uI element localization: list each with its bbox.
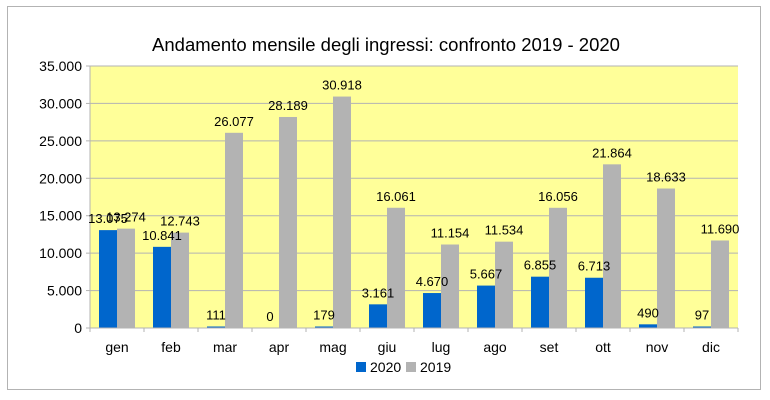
data-label-2020-mag: 179 xyxy=(313,308,335,323)
bar-2019-mag xyxy=(333,96,351,328)
bar-2020-feb xyxy=(153,246,171,328)
data-label-2020-mar: 111 xyxy=(206,308,226,323)
x-tick-label: set xyxy=(540,339,559,355)
data-label-2019-lug: 11.154 xyxy=(431,226,470,241)
data-label-2019-mag: 30.918 xyxy=(322,78,362,93)
bar-2019-set xyxy=(549,207,567,328)
x-tick-label: feb xyxy=(161,339,181,355)
y-tick-label: 35.000 xyxy=(39,58,82,74)
legend: 2020 2019 xyxy=(356,359,451,375)
data-label-2020-giu: 3.161 xyxy=(362,285,395,300)
data-label-2019-dic: 11.690 xyxy=(701,221,740,236)
bar-2019-mar xyxy=(225,132,243,328)
data-label-2019-gen: 13.274 xyxy=(106,210,146,225)
legend-label-2019: 2019 xyxy=(420,359,451,375)
bar-2020-mag xyxy=(315,326,333,328)
data-label-2020-set: 6.855 xyxy=(524,258,557,273)
plot-area xyxy=(90,66,738,328)
bar-2020-ago xyxy=(477,285,495,328)
y-tick-label: 20.000 xyxy=(39,170,82,186)
bar-2020-set xyxy=(531,276,549,328)
bar-2019-lug xyxy=(441,244,459,328)
data-label-2020-gen: 13.075 xyxy=(88,211,128,226)
y-tick-label: 5.000 xyxy=(47,283,82,299)
y-tick-label: 10.000 xyxy=(39,245,82,261)
y-tick-label: 25.000 xyxy=(39,133,82,149)
chart-title: Andamento mensile degli ingressi: confro… xyxy=(152,34,620,55)
bar-2019-ago xyxy=(495,241,513,328)
bar-2020-lug xyxy=(423,293,441,328)
bars xyxy=(99,96,729,328)
x-tick-label: giu xyxy=(378,339,397,355)
bar-2020-mar xyxy=(207,326,225,328)
legend-swatch-2019 xyxy=(406,362,416,372)
x-tick-label: apr xyxy=(269,339,290,355)
legend-label-2020: 2020 xyxy=(370,359,401,375)
data-label-2020-ott: 6.713 xyxy=(578,259,611,274)
x-tick-label: ott xyxy=(595,339,611,355)
bar-2019-apr xyxy=(279,116,297,328)
x-tick-label: lug xyxy=(432,339,451,355)
x-tick-label: mar xyxy=(213,339,237,355)
data-label-2019-apr: 28.189 xyxy=(268,98,308,113)
x-axis-tick-labels: gen feb mar apr mag giu lug ago set ott nov dic xyxy=(105,339,720,355)
gridlines xyxy=(86,65,739,332)
data-label-2020-feb: 10.841 xyxy=(142,228,182,243)
y-tick-label: 0 xyxy=(74,320,82,336)
axes xyxy=(89,66,738,329)
data-label-2019-nov: 18.633 xyxy=(646,170,686,185)
x-tick-label: mag xyxy=(319,339,346,355)
bar-2019-nov xyxy=(657,188,675,328)
y-tick-label: 30.000 xyxy=(39,95,82,111)
bar-2019-gen xyxy=(117,228,135,328)
data-label-2019-ago: 11.534 xyxy=(485,223,524,238)
bar-2019-giu xyxy=(387,207,405,328)
bar-2020-gen xyxy=(99,230,117,328)
data-label-2019-giu: 16.061 xyxy=(376,189,416,204)
x-tick-label: nov xyxy=(646,339,669,355)
data-label-2019-mar: 26.077 xyxy=(214,114,254,129)
data-label-2020-apr: 0 xyxy=(266,309,273,324)
data-label-2019-ott: 21.864 xyxy=(592,145,632,160)
x-tick-label: dic xyxy=(702,339,720,355)
bar-2019-dic xyxy=(711,240,729,328)
y-axis-tick-labels: 0 5.000 10.000 15.000 20.000 25.000 30.000 35.0… xyxy=(39,58,82,336)
bar-2020-giu xyxy=(369,304,387,328)
y-tick-label: 15.000 xyxy=(39,208,82,224)
x-tick-label: ago xyxy=(483,339,507,355)
x-tick-label: gen xyxy=(105,339,128,355)
bar-2020-nov xyxy=(639,324,657,328)
data-label-2020-lug: 4.670 xyxy=(416,274,449,289)
bar-2019-ott xyxy=(603,164,621,328)
bar-2020-dic xyxy=(693,326,711,328)
data-label-2019-feb: 12.743 xyxy=(160,214,200,229)
bar-2020-ott xyxy=(585,277,603,328)
data-label-2020-ago: 5.667 xyxy=(470,267,503,282)
data-label-2020-dic: 97 xyxy=(695,308,709,323)
legend-swatch-2020 xyxy=(356,362,366,372)
bar-2019-feb xyxy=(171,232,189,328)
data-label-2020-nov: 490 xyxy=(637,305,659,320)
data-label-2019-set: 16.056 xyxy=(538,189,578,204)
